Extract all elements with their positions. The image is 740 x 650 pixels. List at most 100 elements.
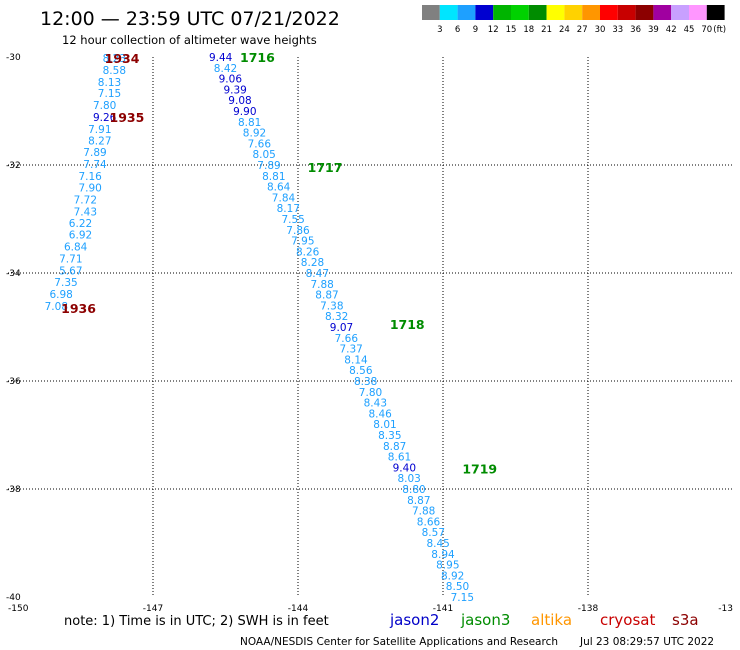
wave-height-value: 7.89 <box>257 160 280 172</box>
color-scale-label: 45 <box>684 25 695 35</box>
satellite-legend-altika: altika <box>531 611 572 629</box>
color-scale-label: 33 <box>612 25 623 35</box>
wave-height-value: 7.43 <box>74 206 97 218</box>
x-tick-label: -141 <box>433 604 453 614</box>
color-swatch <box>582 5 600 20</box>
wave-height-value: 7.35 <box>54 277 77 289</box>
wave-height-value: 8.64 <box>267 182 291 194</box>
color-scale-label: (ft) <box>713 25 726 35</box>
x-tick-label: -138 <box>578 604 599 614</box>
wave-height-value: 8.58 <box>103 65 126 77</box>
wave-height-value: 9.06 <box>219 74 243 86</box>
satellite-legend-jason2: jason2 <box>389 611 439 629</box>
wave-height-value: 9.07 <box>330 322 353 334</box>
wave-height-value: 8.94 <box>431 549 455 561</box>
wave-height-value: 7.90 <box>78 183 101 195</box>
wave-height-value: 8.56 <box>349 365 373 377</box>
satellite-legend-jason3: jason3 <box>460 611 510 629</box>
note-text: note: 1) Time is in UTC; 2) SWH is in fe… <box>64 614 329 629</box>
wave-height-value: 7.08 <box>45 301 68 313</box>
wave-height-value: 7.88 <box>412 506 435 518</box>
wave-height-value: 9.40 <box>393 462 416 474</box>
wave-height-value: 8.27 <box>88 136 111 148</box>
color-scale-label: 27 <box>577 25 588 35</box>
color-scale-legend: 3 6 9 12 15 18 21 24 27 30 33 36 39 42 45 70 (ft) <box>422 5 726 35</box>
wave-height-value: 8.57 <box>422 527 445 539</box>
satellite-legend: jason2 jason3 altika cryosat s3a <box>389 611 699 629</box>
x-tick-label: -144 <box>288 604 309 614</box>
wave-height-value: 6.98 <box>49 289 72 301</box>
wave-height-value: 8.81 <box>262 171 285 183</box>
wave-height-value: 8.81 <box>238 117 261 129</box>
wave-height-value: 8.92 <box>243 128 266 140</box>
wave-height-value: 8.32 <box>325 311 348 323</box>
color-scale-label: 21 <box>541 25 552 35</box>
x-tick-label: -13 <box>718 604 733 614</box>
footer-timestamp: Jul 23 08:29:57 UTC 2022 <box>579 636 714 648</box>
time-label: 1718 <box>390 317 425 332</box>
wave-height-value: 8.03 <box>397 473 420 485</box>
wave-height-value: 7.80 <box>359 387 382 399</box>
wave-height-value: 7.74 <box>83 159 107 171</box>
wave-height-value: 9.08 <box>228 95 251 107</box>
satellite-legend-s3a: s3a <box>672 611 699 629</box>
wave-height-value: 8.14 <box>344 354 368 366</box>
wave-height-value: 9.26 <box>93 112 117 124</box>
wave-height-value: 8.23 <box>103 53 126 65</box>
wave-height-value: 7.55 <box>281 214 304 226</box>
wave-height-value: 8.87 <box>315 290 338 302</box>
chart-title: 12:00 — 23:59 UTC 07/21/2022 <box>40 8 340 30</box>
color-scale-label: 36 <box>630 25 641 35</box>
wave-height-value: 8.50 <box>446 581 469 593</box>
satellite-legend-cryosat: cryosat <box>600 611 655 629</box>
time-label: 1936 <box>61 301 96 316</box>
x-tick-label: -147 <box>143 604 163 614</box>
wave-height-value: 8.66 <box>417 516 441 528</box>
wave-height-value: 8.61 <box>388 452 411 464</box>
time-label: 1719 <box>462 461 497 476</box>
y-tick-label: -36 <box>6 377 21 387</box>
y-tick-label: -40 <box>6 593 21 603</box>
wave-height-value: 7.84 <box>272 192 296 204</box>
wave-height-value: 7.88 <box>310 279 333 291</box>
wave-height-value: 7.15 <box>451 592 474 604</box>
wave-height-value: 8.01 <box>373 419 396 431</box>
wave-height-value: 5.67 <box>59 265 82 277</box>
wave-height-value: 8.17 <box>277 203 300 215</box>
color-swatch <box>493 5 511 20</box>
wave-height-value: 8.26 <box>296 246 320 258</box>
color-swatch <box>600 5 618 20</box>
grid-lines <box>8 57 733 597</box>
color-swatch <box>671 5 689 20</box>
wave-height-value: 7.66 <box>335 333 359 345</box>
wave-height-value: 8.45 <box>426 538 449 550</box>
wave-height-value: 7.72 <box>74 195 97 207</box>
color-swatch <box>422 5 440 20</box>
wave-height-value: 9.90 <box>233 106 256 118</box>
time-label: 1716 <box>240 50 275 65</box>
wave-height-value: 8.42 <box>214 63 237 75</box>
y-tick-label: -30 <box>6 53 21 63</box>
wave-height-value: 8.92 <box>441 570 464 582</box>
wave-height-value: 7.15 <box>98 88 121 100</box>
time-label: 1934 <box>105 51 140 66</box>
color-swatch <box>635 5 654 20</box>
wave-height-value: 7.16 <box>78 171 102 183</box>
wave-height-value: 8.13 <box>98 77 121 89</box>
wave-height-value: 7.91 <box>88 124 111 136</box>
wave-height-value: 8.87 <box>407 495 430 507</box>
color-scale-label: 70 <box>701 25 712 35</box>
wave-height-value: 7.80 <box>93 100 116 112</box>
color-swatch <box>564 5 583 20</box>
y-tick-label: -38 <box>6 485 21 495</box>
time-labels: 1934 1935 1936 1716 1717 1718 1719 <box>61 50 497 476</box>
color-swatch <box>475 5 494 20</box>
color-swatch <box>689 5 707 20</box>
footer-credit: NOAA/NESDIS Center for Satellite Applica… <box>240 636 558 648</box>
color-swatch <box>617 5 636 20</box>
wave-height-value: 8.38 <box>354 376 377 388</box>
color-swatch <box>528 5 547 20</box>
wave-height-value: 8.43 <box>364 398 387 410</box>
wave-height-value: 6.22 <box>69 218 92 230</box>
